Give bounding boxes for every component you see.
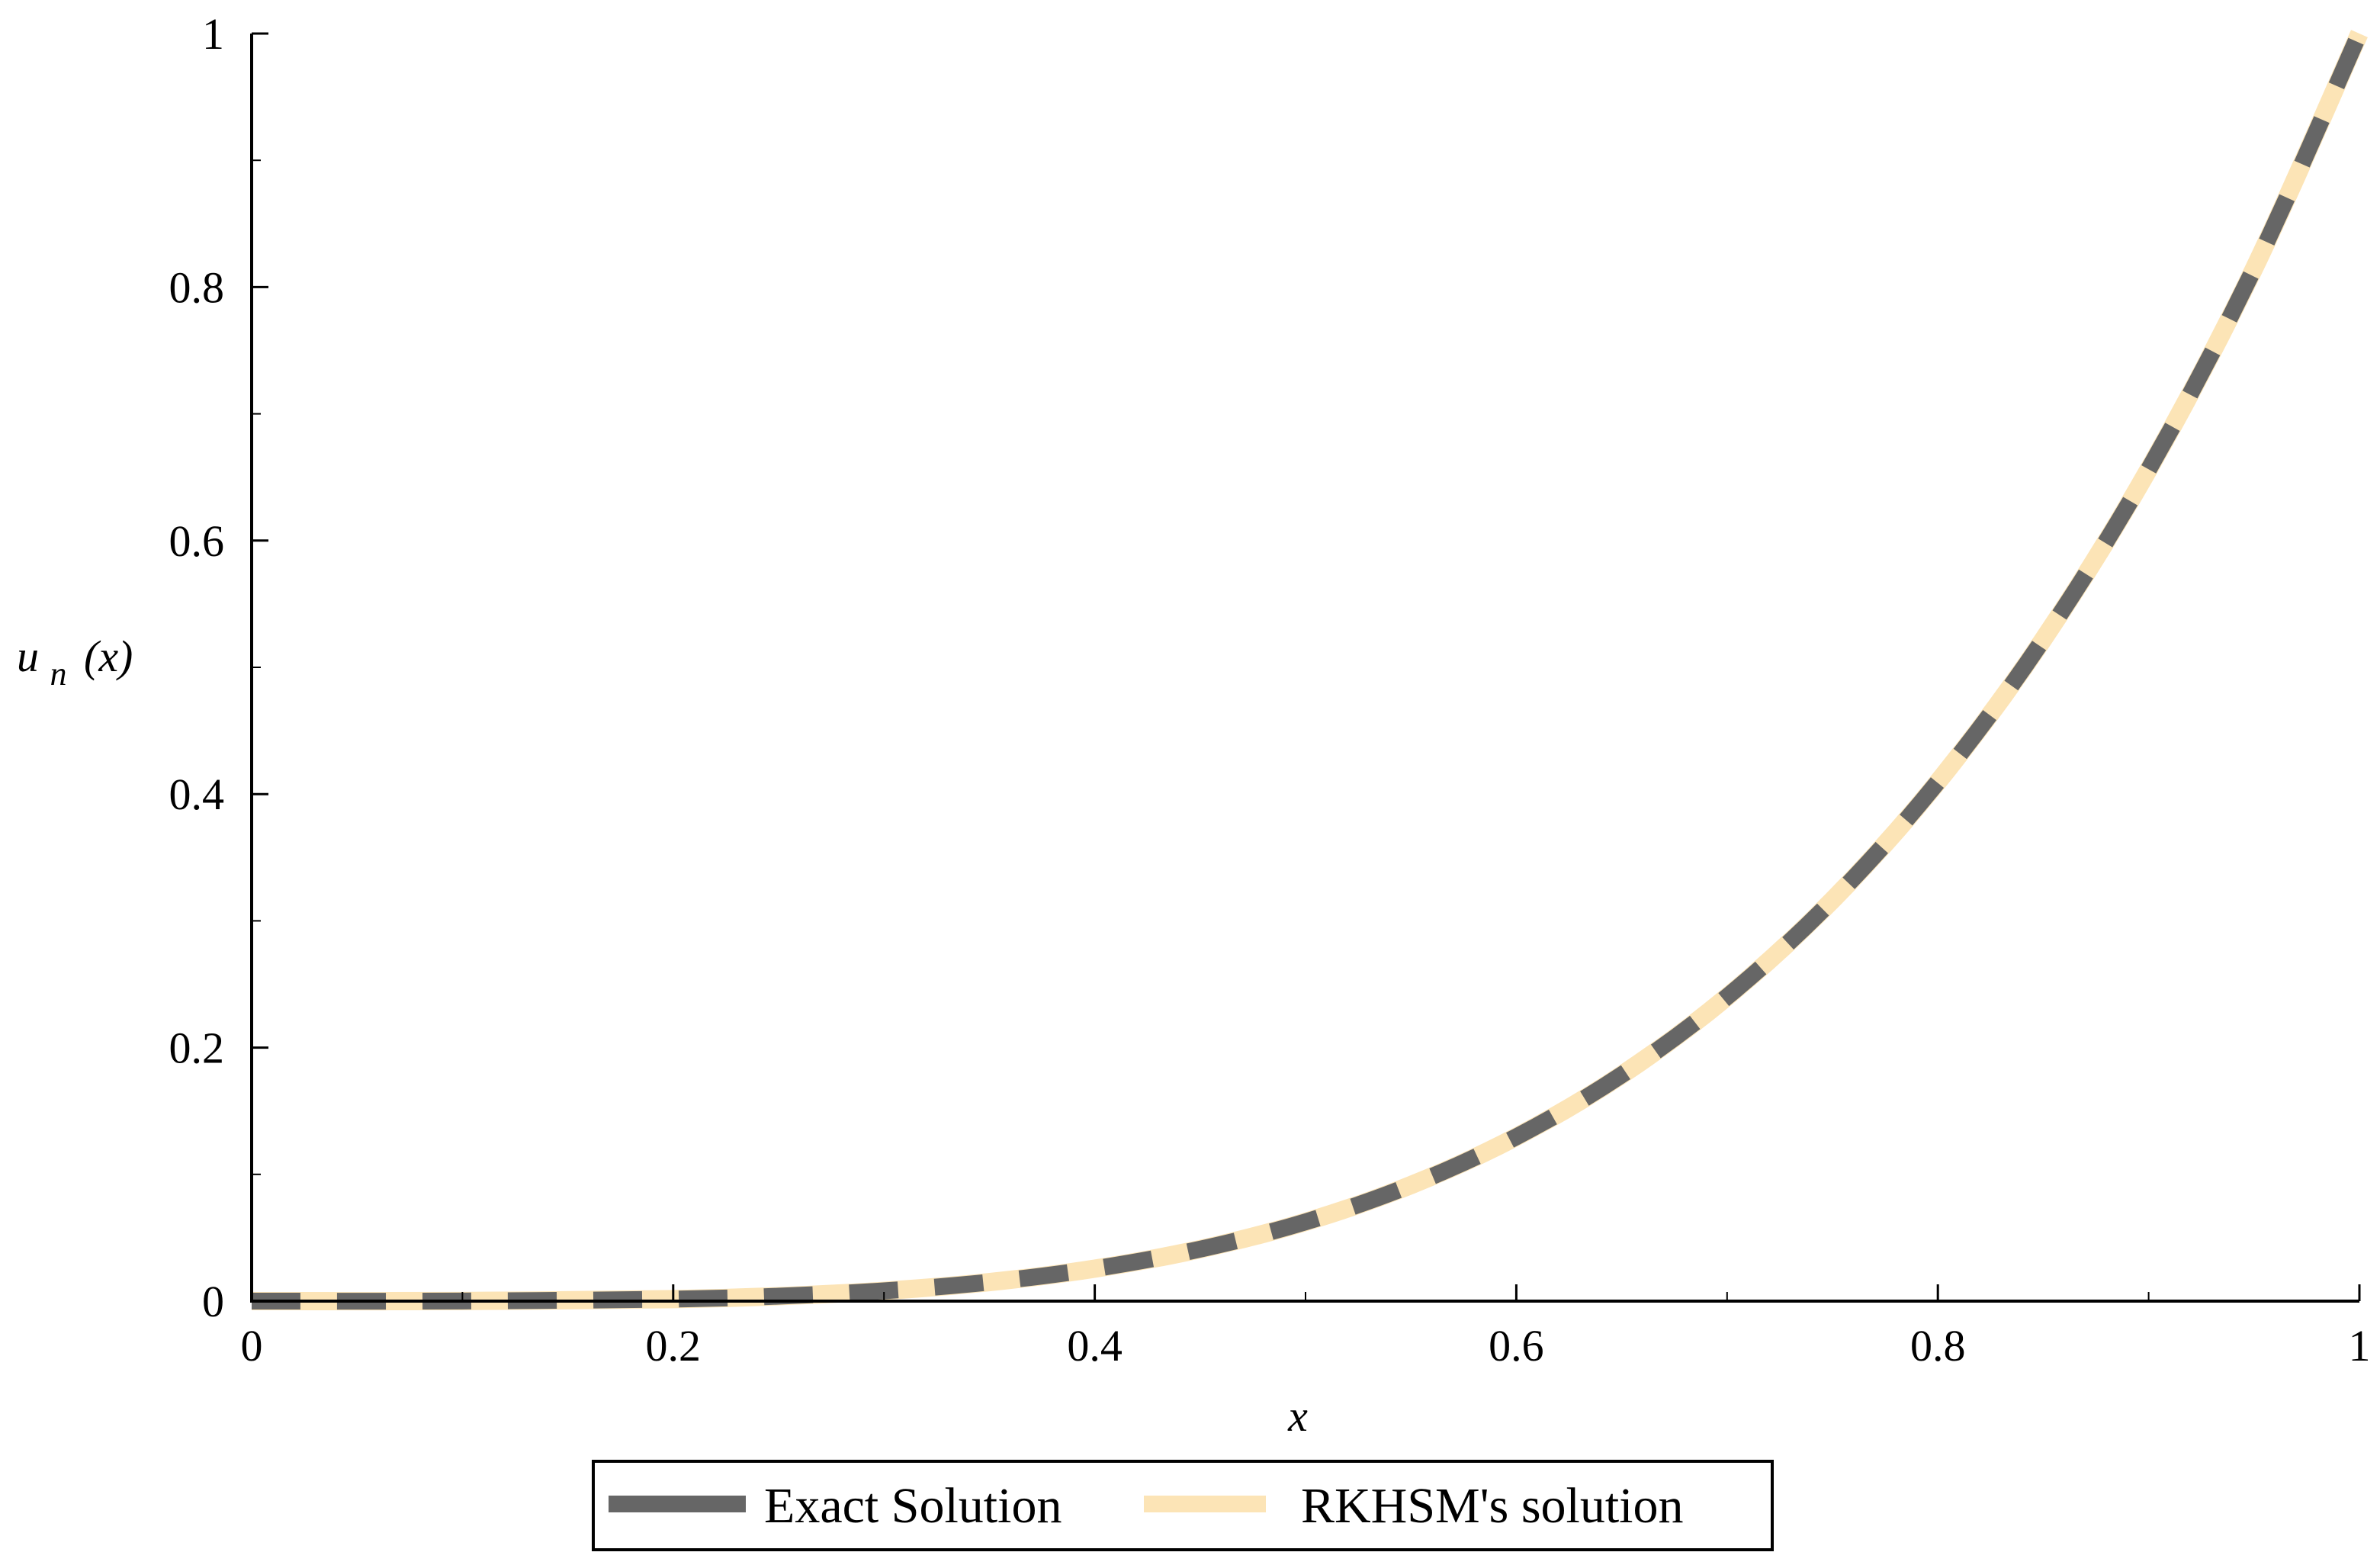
y-tick-label: 0.2 <box>169 1024 225 1073</box>
y-axis-title: u n (x) <box>17 631 133 695</box>
series-layer <box>251 30 2368 1311</box>
y-axis-title-suffix: (x) <box>84 631 133 681</box>
y-axis-title-base: u <box>17 631 39 681</box>
axes-layer: 0 0.2 0.4 0.6 0.8 1 0 0.2 0.4 0.6 0.8 1 <box>169 9 2371 1371</box>
legend-label-exact: Exact Solution <box>764 1478 1062 1534</box>
series-line-rkhsm <box>251 30 2368 1311</box>
y-tick-label: 0 <box>202 1277 224 1326</box>
series-line-exact <box>251 30 2368 1310</box>
x-tick-label: 0 <box>241 1321 263 1371</box>
y-tick-label: 1 <box>202 9 224 59</box>
x-tick-label: 0.2 <box>646 1321 702 1371</box>
y-tick-label: 0.4 <box>169 770 225 819</box>
x-tick-label: 1 <box>2349 1321 2371 1371</box>
y-tick-label: 0.8 <box>169 262 225 312</box>
x-tick-label: 0.6 <box>1489 1321 1544 1371</box>
x-axis-title: x <box>1287 1391 1308 1441</box>
y-axis-title-subscript: n <box>50 655 67 693</box>
x-tick-label: 0.4 <box>1067 1321 1123 1371</box>
legend: Exact Solution RKHSM's solution <box>592 1460 1774 1551</box>
legend-label-rkhsm: RKHSM's solution <box>1301 1478 1684 1534</box>
y-tick-label: 0.6 <box>169 516 225 566</box>
x-tick-label: 0.8 <box>1910 1321 1966 1371</box>
